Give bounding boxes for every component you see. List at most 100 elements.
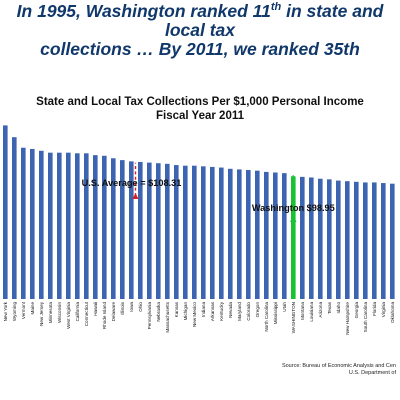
tick-label: Idaho	[336, 302, 341, 314]
tick-label: Kentucky	[219, 301, 224, 321]
bar-wyoming	[12, 137, 17, 299]
bar-mississippi	[273, 172, 278, 299]
tick-label: Arizona	[318, 302, 323, 318]
bar-texas	[327, 179, 332, 299]
tick-label: Louisiana	[309, 302, 314, 322]
bars-layer	[3, 125, 395, 300]
chart-subtitle: Fiscal Year 2011	[155, 110, 245, 122]
bar-kansas	[174, 165, 179, 299]
bar-massachusetts	[165, 163, 170, 299]
tick-label: Indiana	[201, 302, 206, 318]
tick-label: Michigan	[183, 302, 188, 321]
us-average-label: U.S. Average = $108.31	[82, 178, 182, 188]
bar-california	[75, 153, 80, 299]
bar-new-york	[3, 125, 8, 300]
tick-label: Pennsylvania	[147, 302, 152, 330]
annotations-layer: U.S. Average = $108.31 Washington $98.95	[82, 162, 335, 222]
bar-arkansas	[210, 166, 215, 299]
tick-label: New Mexico	[192, 302, 197, 327]
bar-oregon	[255, 170, 260, 299]
tick-label: Connecticut	[84, 301, 89, 326]
bar-louisiana	[309, 177, 314, 299]
us-average-arrow-head	[132, 193, 139, 199]
headline-line-1: In 1995, Washington ranked 11th in state…	[16, 1, 384, 40]
bar-new-jersey	[39, 150, 44, 299]
source-note-line-2: U.S. Department of	[348, 370, 396, 376]
tick-label: South Carolina	[363, 302, 368, 333]
bar-nebraska	[156, 163, 161, 299]
bar-iowa	[129, 161, 134, 299]
tick-label: Oklahoma	[390, 302, 395, 323]
category-labels-layer: New York Wyoming Vermont Maine New Jersey Min…	[3, 301, 395, 334]
bar-illinois	[120, 160, 125, 299]
bar-colorado	[246, 170, 251, 299]
tick-label: Vermont	[21, 301, 26, 319]
tick-label: Mississippi	[273, 302, 278, 324]
headline: In 1995, Washington ranked 11th in state…	[0, 2, 400, 59]
bar-west-virginia	[66, 152, 71, 299]
tick-label: WASHINGTON	[291, 302, 296, 333]
bar-new-mexico	[192, 165, 197, 299]
bar-pennsylvania	[147, 162, 152, 299]
bar-virginia	[381, 183, 386, 299]
tick-label: Georgia	[354, 302, 359, 319]
bar-utah	[282, 173, 287, 299]
bar-nevada	[228, 168, 233, 299]
tick-label: Minnesota	[48, 302, 53, 324]
bar-hawaii	[93, 155, 98, 299]
bar-north-carolina	[264, 171, 269, 299]
tick-label: California	[75, 302, 80, 322]
tick-label: New Jersey	[39, 301, 44, 326]
bar-south-carolina	[363, 182, 368, 299]
tick-label: Delaware	[111, 302, 116, 322]
bar-maryland	[237, 169, 242, 299]
bar-rhode-island	[102, 155, 107, 299]
bar-delaware	[111, 158, 116, 299]
tick-label: Maryland	[237, 302, 242, 321]
bar-new-hampshire	[345, 181, 350, 299]
source-note-line-1: Source: Bureau of Economic Analysis and …	[281, 363, 396, 369]
bar-oklahoma	[390, 183, 395, 299]
tick-label: Wyoming	[12, 302, 17, 322]
bar-wisconsin	[57, 152, 62, 299]
tick-label: Rhode Island	[102, 302, 107, 330]
tick-label: Montana	[300, 302, 305, 320]
bar-montana	[300, 176, 305, 299]
tick-label: Wisconsin	[57, 302, 62, 323]
bar-minnesota	[48, 152, 53, 299]
bar-florida	[372, 182, 377, 299]
tick-label: Colorado	[246, 302, 251, 321]
tick-label: Iowa	[129, 302, 134, 312]
chart-title: State and Local Tax Collections Per $1,0…	[36, 96, 364, 108]
bar-indiana	[201, 166, 206, 299]
tick-label: Hawaii	[93, 302, 98, 316]
tick-label: Maine	[30, 302, 35, 315]
washington-arrow-head	[290, 215, 297, 222]
bar-michigan	[183, 165, 188, 299]
bar-washington	[291, 176, 296, 299]
tick-label: North Carolina	[264, 302, 269, 332]
tick-label: Illinois	[120, 301, 125, 314]
tick-label: West Virginia	[66, 302, 71, 329]
bar-idaho	[336, 180, 341, 299]
bar-connecticut	[84, 153, 89, 299]
tick-label: Nebraska	[156, 302, 161, 322]
washington-label: Washington $98.95	[252, 203, 335, 213]
bar-maine	[30, 148, 35, 299]
headline-line-2: collections … By 2011, we ranked 35th	[40, 39, 360, 59]
tick-label: Nevada	[228, 302, 233, 318]
tick-label: Arkansas	[210, 301, 215, 321]
tick-label: New Hampshire	[345, 302, 350, 335]
tick-label: Massachusetts	[165, 301, 170, 332]
tick-label: Utah	[282, 302, 287, 312]
tick-label: Ohio	[138, 302, 143, 312]
bar-georgia	[354, 181, 359, 299]
tick-label: Oregon	[255, 302, 260, 318]
tick-label: New York	[3, 301, 8, 321]
tick-label: Virginia	[381, 302, 386, 318]
tick-label: Florida	[372, 302, 377, 316]
bar-ohio	[138, 161, 143, 299]
bar-kentucky	[219, 167, 224, 299]
bar-arizona	[318, 178, 323, 299]
